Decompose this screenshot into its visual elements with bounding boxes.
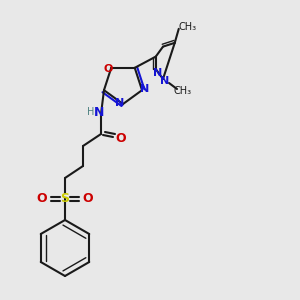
Text: H: H bbox=[87, 107, 95, 117]
Text: N: N bbox=[140, 84, 150, 94]
Text: N: N bbox=[160, 76, 169, 86]
Text: N: N bbox=[153, 68, 162, 78]
Text: O: O bbox=[37, 193, 47, 206]
Text: S: S bbox=[61, 191, 70, 205]
Text: O: O bbox=[116, 133, 126, 146]
Text: N: N bbox=[94, 106, 104, 118]
Text: CH₃: CH₃ bbox=[174, 86, 192, 96]
Text: O: O bbox=[103, 64, 113, 74]
Text: O: O bbox=[83, 193, 93, 206]
Text: CH₃: CH₃ bbox=[179, 22, 197, 32]
Text: N: N bbox=[116, 98, 124, 108]
